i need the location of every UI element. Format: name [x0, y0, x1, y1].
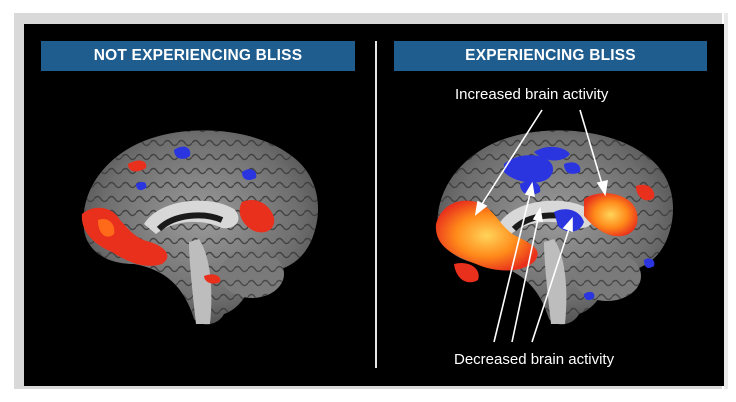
side-strip	[724, 13, 728, 389]
increased-activity-label: Increased brain activity	[455, 86, 609, 103]
decreased-activity-label: Decreased brain activity	[454, 351, 615, 368]
panel-divider	[375, 41, 377, 368]
brain-scan-not-bliss	[81, 130, 319, 325]
annotation-arrows	[474, 109, 608, 343]
brain-scan-bliss	[435, 130, 674, 325]
panel-title-not-bliss: NOT EXPERIENCING BLISS	[41, 41, 355, 71]
panel-title-bliss: EXPERIENCING BLISS	[394, 41, 707, 71]
figure-panel: NOT EXPERIENCING BLISS EXPERIENCING BLIS…	[24, 24, 724, 386]
brain-scans	[81, 109, 674, 343]
